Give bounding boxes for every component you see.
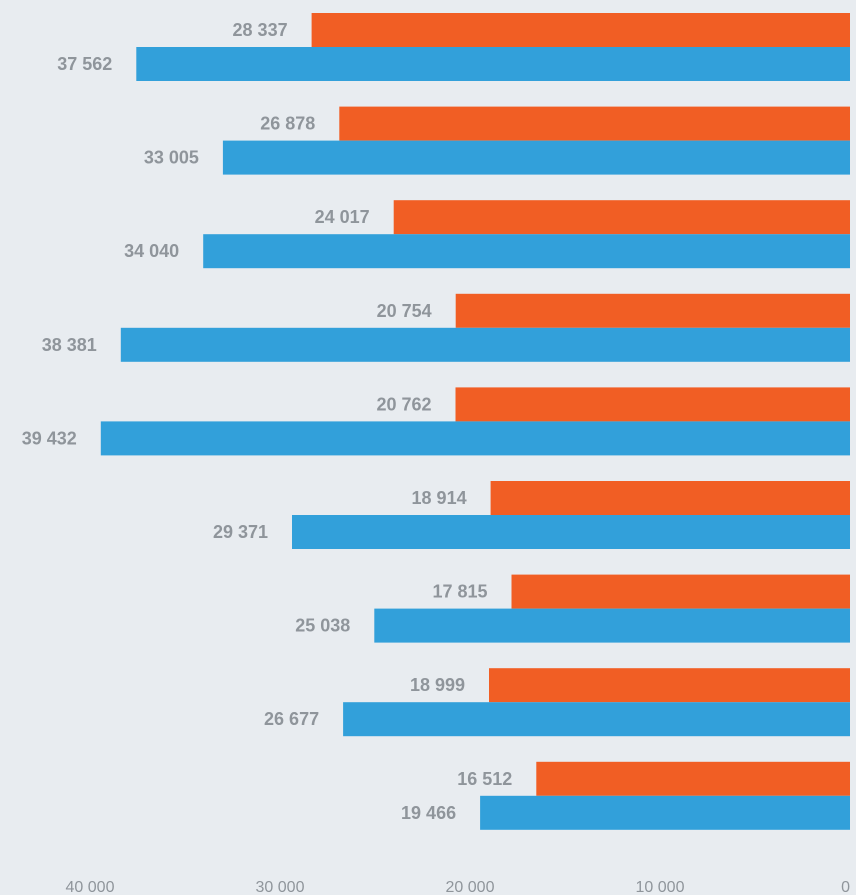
data-label-series-2-row-1: 37 562 — [57, 54, 112, 74]
data-label-series-2-row-3: 34 040 — [124, 241, 179, 261]
data-label-series-1-row-4: 20 754 — [377, 301, 432, 321]
data-label-series-2-row-2: 33 005 — [144, 148, 199, 168]
data-label-series-2-row-5: 39 432 — [22, 428, 77, 448]
bar-series-1-row-9 — [536, 761, 850, 796]
data-label-series-2-row-4: 38 381 — [42, 335, 97, 355]
data-label-series-1-row-7: 17 815 — [432, 582, 487, 602]
bar-series-1-row-8 — [489, 668, 850, 703]
bar-series-1-row-4 — [455, 293, 850, 328]
x-tick-label: 30 000 — [256, 879, 305, 895]
bar-series-1-row-5 — [455, 387, 850, 422]
bar-series-1-row-7 — [511, 574, 850, 609]
bar-series-2-row-7 — [374, 608, 850, 643]
data-label-series-1-row-5: 20 762 — [376, 394, 431, 414]
bar-series-1-row-2 — [339, 106, 850, 141]
bar-series-2-row-8 — [343, 702, 850, 737]
data-label-series-1-row-1: 28 337 — [233, 20, 288, 40]
bar-series-2-row-2 — [222, 140, 850, 175]
data-label-series-2-row-6: 29 371 — [213, 522, 268, 542]
data-label-series-2-row-7: 25 038 — [295, 616, 350, 636]
bar-series-2-row-6 — [292, 515, 850, 549]
data-label-series-1-row-8: 18 999 — [410, 675, 465, 695]
data-label-series-2-row-9: 19 466 — [401, 803, 456, 823]
bar-series-1-row-1 — [311, 13, 851, 47]
x-tick-label: 0 — [841, 879, 850, 895]
x-axis-ticks: 40 000 30 000 20 000 10 000 0 — [66, 879, 851, 895]
x-tick-label: 20 000 — [446, 879, 495, 895]
data-label-series-1-row-9: 16 512 — [457, 769, 512, 789]
data-label-series-1-row-6: 18 914 — [412, 488, 467, 508]
bar-series-1-row-3 — [393, 200, 850, 235]
bar-series-1-row-6 — [490, 481, 850, 515]
bar-series-2-row-3 — [203, 234, 850, 269]
data-label-series-2-row-8: 26 677 — [264, 709, 319, 729]
bar-series-2-row-9 — [480, 795, 850, 830]
data-label-series-1-row-2: 26 878 — [260, 114, 315, 134]
data-labels-layer: 28 337 37 562 26 878 33 005 24 017 34 040 20 7… — [22, 20, 513, 823]
bars-layer — [100, 13, 851, 830]
bar-series-2-row-1 — [136, 47, 851, 81]
bar-series-2-row-5 — [100, 421, 851, 456]
x-tick-label: 10 000 — [636, 879, 685, 895]
x-tick-label: 40 000 — [66, 879, 115, 895]
data-label-series-1-row-3: 24 017 — [315, 207, 370, 227]
bar-series-2-row-4 — [120, 327, 851, 362]
